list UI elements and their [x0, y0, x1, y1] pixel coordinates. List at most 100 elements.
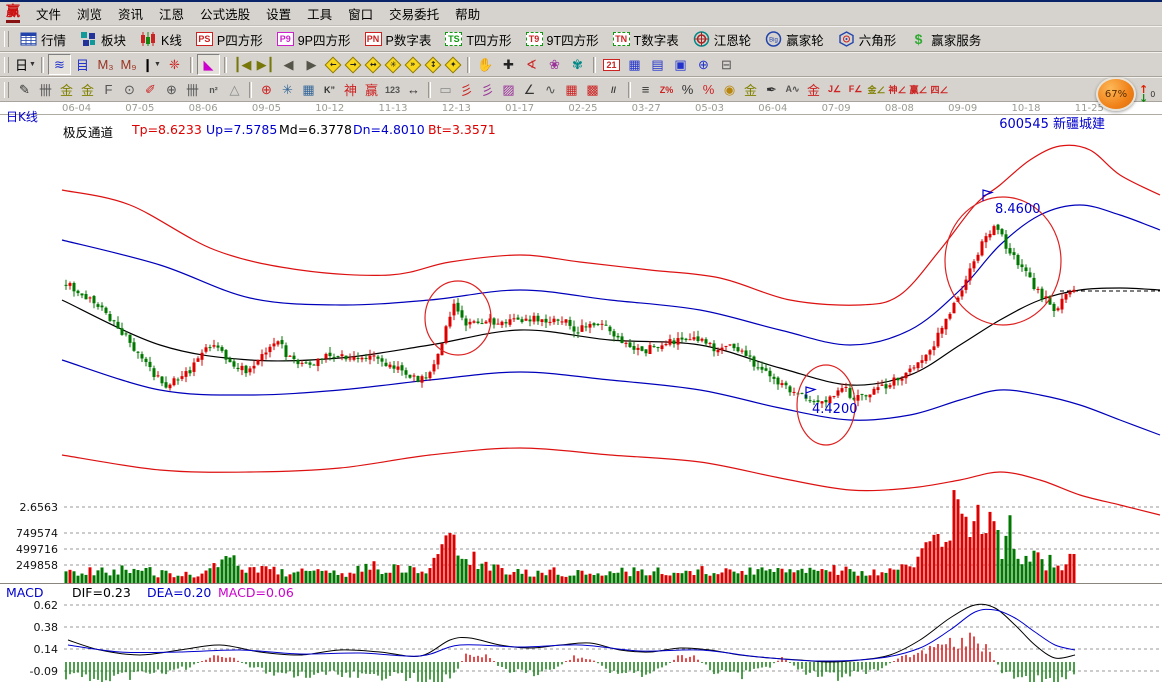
sectors-button[interactable]: 板块: [74, 27, 134, 52]
grid-ruler-tool[interactable]: 卌: [35, 80, 56, 100]
quotes-button[interactable]: 行情: [14, 27, 74, 52]
k-note-tool[interactable]: K”: [319, 80, 340, 100]
percent-tool[interactable]: %: [677, 80, 698, 100]
zoom-up-arrow[interactable]: ↑: [1139, 83, 1149, 96]
red-brush-tool[interactable]: ✐: [140, 80, 161, 100]
gold-grid2-tool[interactable]: 金: [77, 80, 98, 100]
candle-style-button[interactable]: ❙ ▼: [140, 54, 163, 75]
t-square-button[interactable]: TS T四方形: [439, 27, 519, 52]
menu-item-5[interactable]: 设置: [266, 7, 292, 22]
calendar-button[interactable]: 21: [600, 54, 623, 75]
ruler-123-tool[interactable]: 123: [382, 80, 403, 100]
menu-item-0[interactable]: 文件: [36, 7, 62, 22]
t-number-table-button[interactable]: TN T数字表: [607, 27, 687, 52]
save-button[interactable]: ▣: [669, 54, 692, 75]
diamond-right-button[interactable]: →: [344, 56, 362, 73]
9t-square-button[interactable]: T9 9T四方形: [520, 27, 607, 52]
fan-purple-tool[interactable]: 彡: [477, 80, 498, 100]
period-day-button[interactable]: 日 ▼: [14, 54, 37, 75]
menu-item-3[interactable]: 江恩: [159, 7, 185, 22]
si-angle-tool[interactable]: 四∠: [929, 80, 950, 100]
ying-angle-tool[interactable]: 赢∠: [908, 80, 929, 100]
print-button[interactable]: ⊟: [715, 54, 738, 75]
menu-item-2[interactable]: 资讯: [118, 7, 144, 22]
wave-9-button[interactable]: M₉: [117, 54, 140, 75]
report-button[interactable]: ▤: [646, 54, 669, 75]
gold-angle-tool[interactable]: 金∠: [866, 80, 887, 100]
gann-wheel-button[interactable]: 江恩轮: [687, 27, 760, 52]
9p-square-button[interactable]: P9 9P四方形: [271, 27, 359, 52]
measure-tool[interactable]: ↔: [403, 80, 424, 100]
menu-item-4[interactable]: 公式选股: [200, 7, 251, 22]
brush-tool[interactable]: ✎: [14, 80, 35, 100]
calculator-button[interactable]: ▦: [623, 54, 646, 75]
ying-tool[interactable]: 赢: [361, 80, 382, 100]
angle-tool-button[interactable]: ∢: [520, 54, 543, 75]
pattern-tool-button[interactable]: ✾: [566, 54, 589, 75]
next-page-button[interactable]: ▶: [300, 54, 323, 75]
wave-3-button[interactable]: M₃: [94, 54, 117, 75]
kline-button[interactable]: K线: [134, 27, 190, 52]
angle-lines-tool[interactable]: ∠: [519, 80, 540, 100]
gold-red-tool[interactable]: 金: [803, 80, 824, 100]
zigzag-tool[interactable]: ∿: [540, 80, 561, 100]
n2-tool[interactable]: n²: [203, 80, 224, 100]
hand-tool-button[interactable]: ✋: [474, 54, 497, 75]
levels-tool[interactable]: ≡: [635, 80, 656, 100]
p-square-button[interactable]: PS P四方形: [190, 27, 271, 52]
percent-lines-tool[interactable]: %: [698, 80, 719, 100]
winner-service-button[interactable]: $ 赢家服务: [904, 27, 989, 52]
star-web-tool[interactable]: ✳: [277, 80, 298, 100]
ink-pen-tool[interactable]: ✒: [761, 80, 782, 100]
web-grid-tool[interactable]: ▦: [298, 80, 319, 100]
gold-circle-tool[interactable]: ◉: [719, 80, 740, 100]
f-grid-tool[interactable]: F: [98, 80, 119, 100]
gann-knot-button[interactable]: ❈: [163, 54, 186, 75]
protractor-tool[interactable]: △: [224, 80, 245, 100]
winner-wheel-button[interactable]: Big 赢家轮: [759, 27, 832, 52]
gold-grid-tool[interactable]: 金: [56, 80, 77, 100]
zoom-percent-button[interactable]: 67%: [1096, 77, 1136, 111]
volume-chart-button[interactable]: ◣: [197, 54, 220, 75]
f10-info-button[interactable]: 目: [71, 54, 94, 75]
diamond-left-button[interactable]: ←: [324, 56, 342, 73]
crosshair-button[interactable]: ✚: [497, 54, 520, 75]
red-grid-tool[interactable]: ▦: [561, 80, 582, 100]
menu-item-8[interactable]: 交易委托: [389, 7, 440, 22]
diamond-burst-button[interactable]: ✳: [384, 56, 402, 73]
menu-item-7[interactable]: 窗口: [348, 7, 374, 22]
red-grid2-tool[interactable]: ▩: [582, 80, 603, 100]
menu-item-1[interactable]: 浏览: [77, 7, 103, 22]
fan-red-tool[interactable]: 彡: [456, 80, 477, 100]
diamond-both-button[interactable]: ↔: [364, 56, 382, 73]
box-tool[interactable]: ▭: [435, 80, 456, 100]
parallel-tool[interactable]: //: [603, 80, 624, 100]
zoom-reset-label[interactable]: 0: [1150, 89, 1156, 99]
diamond-skip-button[interactable]: »: [404, 56, 422, 73]
flower-tool-button[interactable]: ❀: [543, 54, 566, 75]
menu-item-9[interactable]: 帮助: [455, 7, 481, 22]
compass-tool[interactable]: ⊕: [256, 80, 277, 100]
zoom-down-arrow[interactable]: ↓: [1139, 92, 1149, 105]
menu-item-6[interactable]: 工具: [307, 7, 333, 22]
diamond-vertical-button[interactable]: ↕: [424, 56, 442, 73]
j-angle-tool[interactable]: J∠: [824, 80, 845, 100]
kline-chart[interactable]: 8.4600 4.4200: [0, 115, 1162, 682]
p-number-table-button[interactable]: PN P数字表: [359, 27, 440, 52]
first-page-button[interactable]: ┃◀: [231, 54, 254, 75]
circle-grid-tool[interactable]: ⊕: [161, 80, 182, 100]
network-button[interactable]: ⊕: [692, 54, 715, 75]
pattern-window-button[interactable]: ≋: [48, 54, 71, 75]
shen-tool[interactable]: 神: [340, 80, 361, 100]
f-angle-tool[interactable]: F∠: [845, 80, 866, 100]
gold-line-tool[interactable]: 金: [740, 80, 761, 100]
spiral-grid-tool[interactable]: ⊙: [119, 80, 140, 100]
last-page-button[interactable]: ▶┃: [254, 54, 277, 75]
z-percent-tool[interactable]: Z%: [656, 80, 677, 100]
prev-page-button[interactable]: ◀: [277, 54, 300, 75]
diamond-star-button[interactable]: ✦: [444, 56, 462, 73]
shen-angle-tool[interactable]: 神∠: [887, 80, 908, 100]
tick-ruler-tool[interactable]: 卌: [182, 80, 203, 100]
fan-box-tool[interactable]: ▨: [498, 80, 519, 100]
wave-a-tool[interactable]: A∿: [782, 80, 803, 100]
